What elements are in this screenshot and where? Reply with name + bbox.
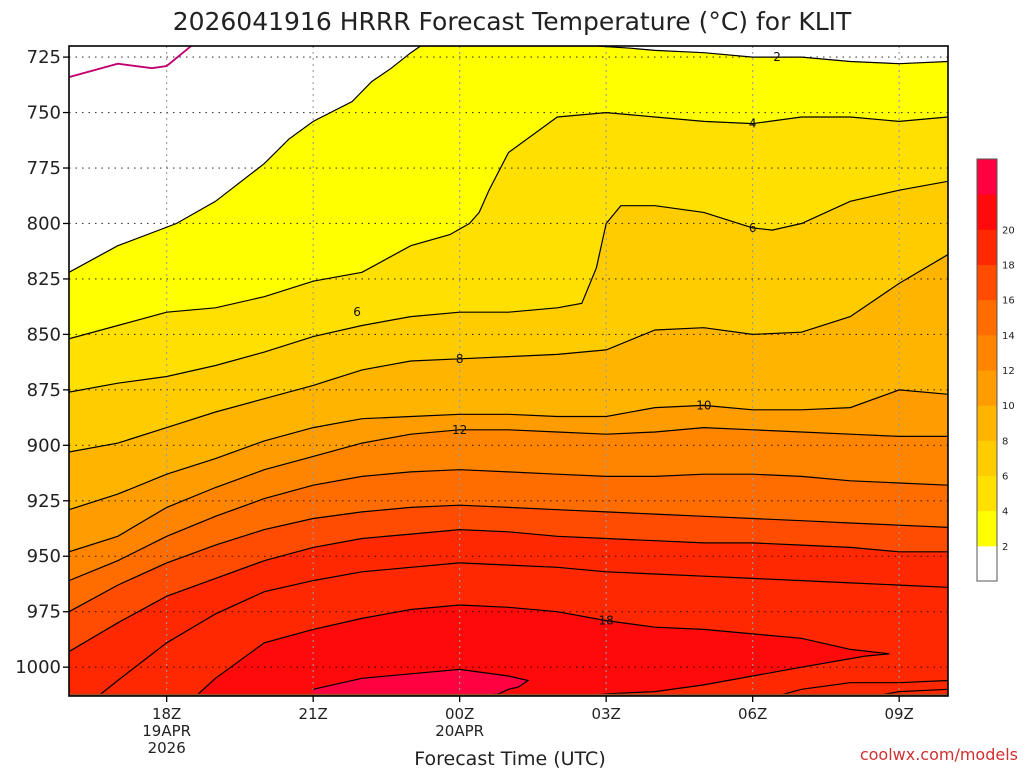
x-tick-label: 20APR bbox=[435, 722, 484, 740]
plot-area: 2 4 6 6 8 10 12 18 bbox=[69, 46, 948, 696]
x-tick-label: 00Z bbox=[445, 705, 474, 723]
band-above-20 bbox=[313, 669, 528, 696]
colorbar-swatch bbox=[977, 299, 997, 336]
ground-band bbox=[69, 693, 948, 696]
y-axis: 725 750 775 800 825 850 875 900 925 950 975 1000 bbox=[15, 47, 69, 678]
y-tick-label: 925 bbox=[27, 491, 61, 512]
isotherm-0 bbox=[69, 46, 192, 78]
colorbar-label: 6 bbox=[1002, 472, 1008, 483]
isotherm-2 bbox=[69, 46, 948, 273]
colorbar-label: 20 bbox=[1002, 225, 1015, 236]
isotherm-10 bbox=[69, 389, 948, 511]
temperature-fill-layer bbox=[69, 46, 948, 696]
isotherm-label: 4 bbox=[749, 117, 757, 131]
isotherm-18 bbox=[195, 604, 890, 696]
isotherm-label: 6 bbox=[353, 305, 361, 319]
colorbar-label: 12 bbox=[1002, 366, 1015, 377]
colorbar-swatch bbox=[977, 229, 997, 265]
y-tick-label: 725 bbox=[27, 47, 61, 68]
isotherm-6 bbox=[69, 180, 948, 393]
x-tick-label: 19APR bbox=[142, 722, 191, 740]
colorbar-swatch bbox=[977, 545, 997, 582]
colorbar: 2 4 6 8 10 12 14 16 18 20 bbox=[976, 158, 1015, 582]
x-tick-label: 18Z bbox=[152, 705, 181, 723]
y-tick-label: 875 bbox=[27, 380, 61, 401]
isotherm-14 bbox=[69, 469, 948, 582]
isotherm-label: 2 bbox=[773, 50, 781, 64]
x-tick-label: 2026 bbox=[148, 739, 186, 757]
colorbar-swatch bbox=[977, 510, 997, 547]
isotherm-19 bbox=[776, 679, 948, 696]
isotherm-15 bbox=[69, 504, 948, 613]
isotherm-4 bbox=[69, 111, 948, 340]
colorbar-label: 18 bbox=[1002, 261, 1015, 272]
chart-title: 2026041916 HRRR Forecast Temperature (°C… bbox=[173, 7, 852, 36]
isotherm-label: 6 bbox=[749, 221, 757, 235]
y-tick-label: 1000 bbox=[15, 657, 61, 678]
y-tick-label: 950 bbox=[27, 546, 61, 567]
isotherm-layer: 2 4 6 6 8 10 12 18 bbox=[69, 46, 948, 696]
colorbar-label: 8 bbox=[1002, 436, 1008, 447]
x-axis-label: Forecast Time (UTC) bbox=[414, 748, 605, 768]
x-tick-label: 03Z bbox=[591, 705, 620, 723]
colorbar-label: 2 bbox=[1002, 542, 1008, 553]
isotherm-label: 12 bbox=[452, 423, 467, 437]
colorbar-swatch bbox=[977, 440, 997, 476]
colorbar-swatch bbox=[977, 264, 997, 301]
credit-text[interactable]: coolwx.com/models bbox=[860, 745, 1018, 764]
colorbar-label: 14 bbox=[1002, 331, 1015, 342]
colorbar-label: 16 bbox=[1002, 296, 1015, 307]
isotherm-12 bbox=[69, 426, 948, 553]
colorbar-swatch bbox=[977, 334, 997, 371]
y-tick-label: 975 bbox=[27, 602, 61, 623]
isotherm-label: 10 bbox=[696, 398, 711, 412]
y-tick-label: 750 bbox=[27, 103, 61, 124]
isotherm-20 bbox=[313, 668, 530, 696]
colorbar-frame bbox=[976, 158, 998, 582]
colorbar-swatch bbox=[977, 405, 997, 441]
colorbar-label: 10 bbox=[1002, 401, 1015, 412]
colorbar-swatch bbox=[977, 194, 997, 230]
colorbar-swatch bbox=[977, 370, 997, 406]
isotherm-label: 8 bbox=[456, 352, 464, 366]
x-tick-label: 06Z bbox=[738, 705, 767, 723]
y-tick-label: 825 bbox=[27, 269, 61, 290]
isotherm-16 bbox=[69, 528, 948, 653]
isotherm-8 bbox=[69, 253, 948, 453]
y-tick-label: 800 bbox=[27, 213, 61, 234]
isotherm-17 bbox=[97, 562, 948, 696]
x-tick-label: 21Z bbox=[298, 705, 327, 723]
plot-frame bbox=[68, 45, 949, 697]
grid-layer bbox=[69, 46, 948, 696]
y-tick-label: 775 bbox=[27, 158, 61, 179]
colorbar-label: 4 bbox=[1002, 507, 1008, 518]
colorbar-swatch bbox=[977, 475, 997, 512]
band-18-20 bbox=[196, 605, 890, 696]
isotherm-label: 18 bbox=[599, 614, 614, 628]
y-tick-label: 850 bbox=[27, 324, 61, 345]
colorbar-swatch bbox=[977, 159, 997, 195]
x-tick-label: 09Z bbox=[884, 705, 913, 723]
y-tick-label: 900 bbox=[27, 435, 61, 456]
